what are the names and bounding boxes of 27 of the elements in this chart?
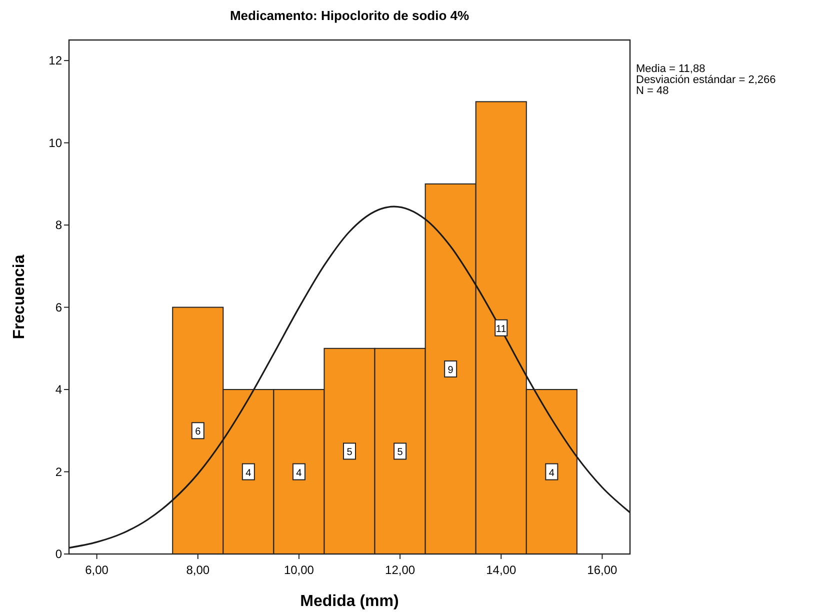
data-label: 11: [496, 324, 507, 335]
y-tick-label: 2: [55, 464, 62, 479]
data-label: 4: [296, 468, 302, 479]
x-tick-label: 6,00: [85, 563, 109, 577]
chart-title: Medicamento: Hipoclorito de sodio 4%: [230, 8, 470, 23]
y-tick-label: 6: [55, 300, 62, 314]
y-tick-label: 8: [55, 218, 62, 232]
x-tick-label: 8,00: [186, 563, 210, 577]
data-label: 5: [346, 447, 353, 458]
data-label: 5: [397, 447, 404, 458]
y-axis-title: Frecuencia: [11, 254, 28, 340]
data-label: 4: [246, 468, 252, 479]
y-tick-label: 4: [55, 382, 62, 397]
x-axis-title: Medida (mm): [300, 593, 399, 610]
data-label: 4: [548, 468, 555, 479]
data-label: 9: [448, 364, 454, 376]
y-tick-label: 0: [55, 547, 62, 561]
text: Media = 11,88: [636, 63, 706, 75]
x-tick-label: 12,00: [385, 563, 416, 577]
y-tick-label: 12: [48, 54, 62, 68]
text: N = 48: [636, 85, 669, 97]
y-tick-label: 10: [48, 136, 62, 150]
x-tick-label: 10,00: [284, 563, 314, 577]
data-label: 6: [195, 426, 202, 438]
x-tick-label: 14,00: [486, 563, 516, 577]
x-tick-label: 16,00: [587, 563, 618, 577]
text: Desviación estándar = 2,266: [636, 74, 776, 86]
